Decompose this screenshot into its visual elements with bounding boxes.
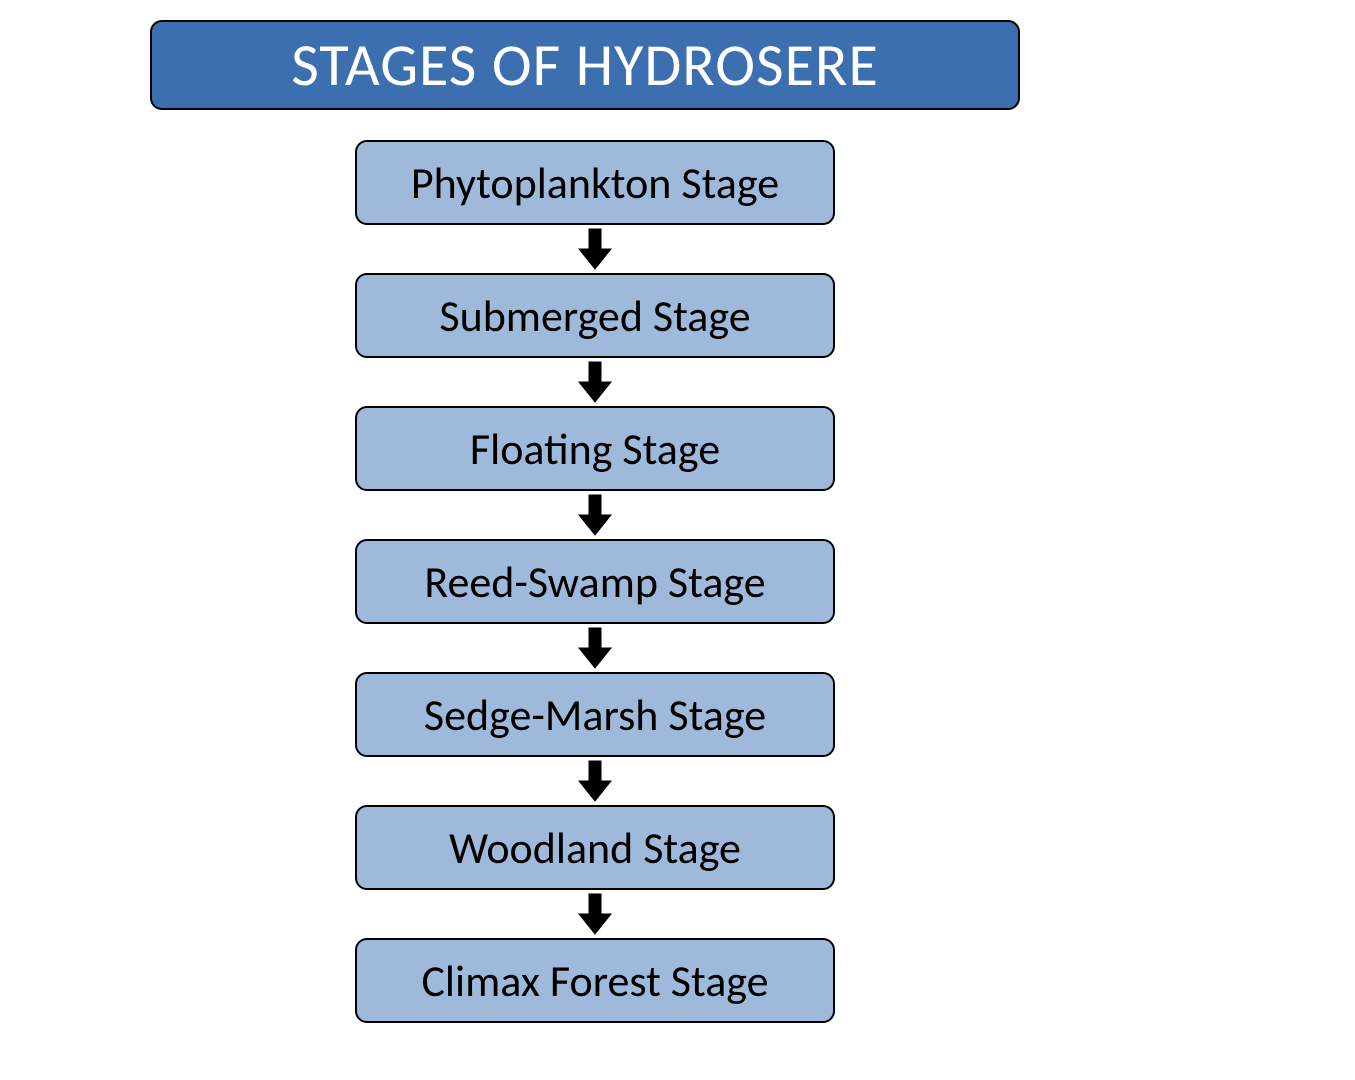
arrow-down-icon — [575, 493, 615, 537]
stage-box: Phytoplankton Stage — [355, 140, 835, 225]
stage-label: Sedge-Marsh Stage — [424, 688, 766, 742]
stage-label: Phytoplankton Stage — [411, 156, 779, 210]
arrow-container — [575, 624, 615, 672]
arrow-container — [575, 358, 615, 406]
stage-box: Sedge-Marsh Stage — [355, 672, 835, 757]
arrow-down-icon — [575, 626, 615, 670]
arrow-down-icon — [575, 360, 615, 404]
stage-box: Reed-Swamp Stage — [355, 539, 835, 624]
stage-label: Woodland Stage — [449, 821, 741, 875]
stage-box: Woodland Stage — [355, 805, 835, 890]
stage-box: Submerged Stage — [355, 273, 835, 358]
arrow-down-icon — [575, 227, 615, 271]
stage-box: Floating Stage — [355, 406, 835, 491]
arrow-down-icon — [575, 759, 615, 803]
title-text: STAGES OF HYDROSERE — [291, 29, 879, 102]
arrow-container — [575, 491, 615, 539]
stage-label: Reed-Swamp Stage — [424, 555, 765, 609]
stage-label: Floating Stage — [470, 422, 720, 476]
flowchart-container: Phytoplankton Stage Submerged Stage Floa… — [355, 140, 835, 1023]
stage-label: Submerged Stage — [439, 289, 750, 343]
title-box: STAGES OF HYDROSERE — [150, 20, 1020, 110]
stage-label: Climax Forest Stage — [421, 954, 768, 1008]
arrow-down-icon — [575, 892, 615, 936]
arrow-container — [575, 890, 615, 938]
arrow-container — [575, 225, 615, 273]
arrow-container — [575, 757, 615, 805]
stage-box: Climax Forest Stage — [355, 938, 835, 1023]
